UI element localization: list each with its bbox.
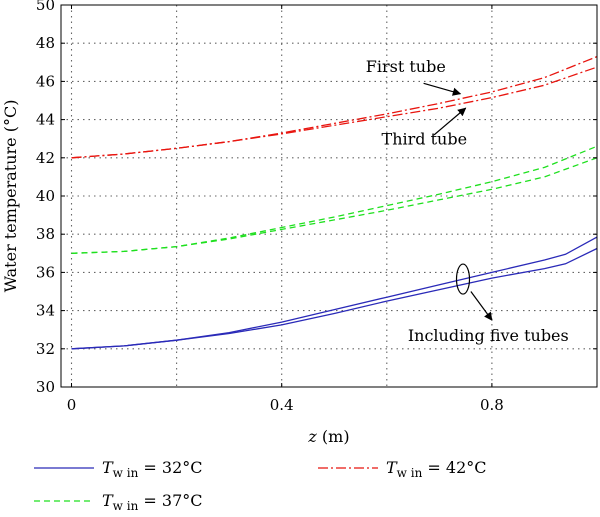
y-tick-label: 46 <box>36 72 55 90</box>
y-axis-label: Water temperature (°C) <box>1 100 20 293</box>
series-win37_third <box>71 157 598 254</box>
annotation-ellipse <box>455 263 471 295</box>
y-tick-label: 34 <box>36 302 55 320</box>
x-tick-label: 0.8 <box>480 396 504 414</box>
annotation-first-tube: First tube <box>366 57 446 76</box>
annotation-third-tube: Third tube <box>382 129 468 148</box>
legend-label: Tw in = 37°C <box>102 491 203 513</box>
x-tick-label: 0 <box>67 396 77 414</box>
annotation-five-tubes: Including five tubes <box>408 326 569 345</box>
annotations: First tube Third tube Including five tubes <box>366 57 569 345</box>
annotation-arrow-third-tube <box>433 107 467 136</box>
grid <box>61 5 597 387</box>
x-tick-label: 0.4 <box>270 396 294 414</box>
series-win42_third <box>71 66 598 159</box>
legend-label: Tw in = 42°C <box>386 458 487 480</box>
y-tick-label: 40 <box>36 187 55 205</box>
legend-label: Tw in = 32°C <box>102 458 203 480</box>
legend: Tw in = 32°C Tw in = 37°C Tw in = 42°C <box>34 458 487 513</box>
y-tick-label: 32 <box>36 340 55 358</box>
series-win37_first <box>71 145 598 254</box>
y-tick-label: 38 <box>36 225 55 243</box>
annotation-arrow-first-tube <box>423 82 462 96</box>
x-axis-label-unit: (m) <box>317 427 350 446</box>
y-tick-label: 48 <box>36 34 55 52</box>
series-win42_first <box>71 55 598 159</box>
y-tick-label: 50 <box>36 0 55 14</box>
x-axis-label: z (m) <box>307 427 349 446</box>
x-axis-label-var: z <box>307 427 317 446</box>
y-axis-ticks: 30 32 34 36 38 40 42 44 46 48 50 <box>36 0 597 396</box>
y-tick-label: 36 <box>36 263 55 281</box>
y-tick-label: 44 <box>36 111 55 129</box>
y-tick-label: 30 <box>36 378 55 396</box>
series-lines <box>71 55 598 350</box>
x-axis-ticks: 0 0.4 0.8 <box>67 5 504 414</box>
series-win32_b <box>71 247 598 350</box>
annotation-arrow-five-tubes <box>470 291 493 321</box>
y-tick-label: 42 <box>36 149 55 167</box>
